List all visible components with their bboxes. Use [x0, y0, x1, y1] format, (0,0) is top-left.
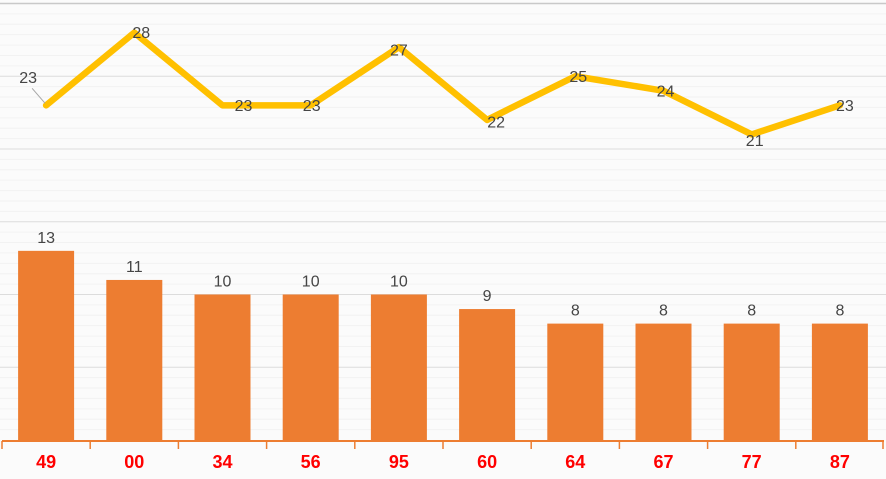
x-axis-label: 95 — [389, 452, 409, 472]
x-axis-label: 56 — [301, 452, 321, 472]
bar-value-label: 8 — [747, 303, 756, 320]
line-value-label: 25 — [569, 69, 587, 86]
bar-value-label: 10 — [302, 274, 320, 291]
line-value-label: 28 — [132, 25, 150, 42]
bar-value-label: 8 — [571, 303, 580, 320]
line-value-label: 23 — [19, 70, 37, 87]
bar[interactable] — [547, 323, 604, 440]
bar[interactable] — [282, 294, 339, 441]
line-value-label: 23 — [235, 98, 253, 115]
line-value-label: 24 — [657, 83, 675, 100]
bar-value-label: 8 — [659, 303, 668, 320]
line-value-label: 22 — [487, 114, 505, 131]
bar-value-label: 8 — [835, 303, 844, 320]
bar[interactable] — [194, 294, 251, 441]
x-axis-label: 49 — [36, 452, 56, 472]
x-axis-label: 87 — [830, 452, 850, 472]
x-axis-label: 67 — [653, 452, 673, 472]
bar[interactable] — [811, 323, 868, 440]
x-axis-label: 77 — [742, 452, 762, 472]
trend-line[interactable] — [42, 29, 844, 138]
bar-value-label: 10 — [390, 274, 408, 291]
bar[interactable] — [370, 294, 427, 441]
x-axis-label: 64 — [565, 452, 585, 472]
bar[interactable] — [18, 250, 75, 440]
line-value-label: 23 — [836, 98, 854, 115]
bar[interactable] — [106, 279, 163, 440]
bar-value-label: 10 — [214, 274, 232, 291]
x-axis-label: 34 — [212, 452, 232, 472]
line-value-label: 23 — [303, 98, 321, 115]
bar[interactable] — [723, 323, 780, 440]
line-value-label: 27 — [390, 43, 408, 60]
bar-value-label: 13 — [37, 230, 55, 247]
line-value-label: 21 — [746, 133, 764, 150]
x-axis-label: 00 — [124, 452, 144, 472]
label-leader-line — [31, 88, 46, 104]
bar[interactable] — [459, 309, 516, 440]
x-axis-label: 60 — [477, 452, 497, 472]
bar[interactable] — [635, 323, 692, 440]
bar-value-label: 9 — [483, 288, 492, 305]
bar-value-label: 11 — [126, 259, 143, 276]
